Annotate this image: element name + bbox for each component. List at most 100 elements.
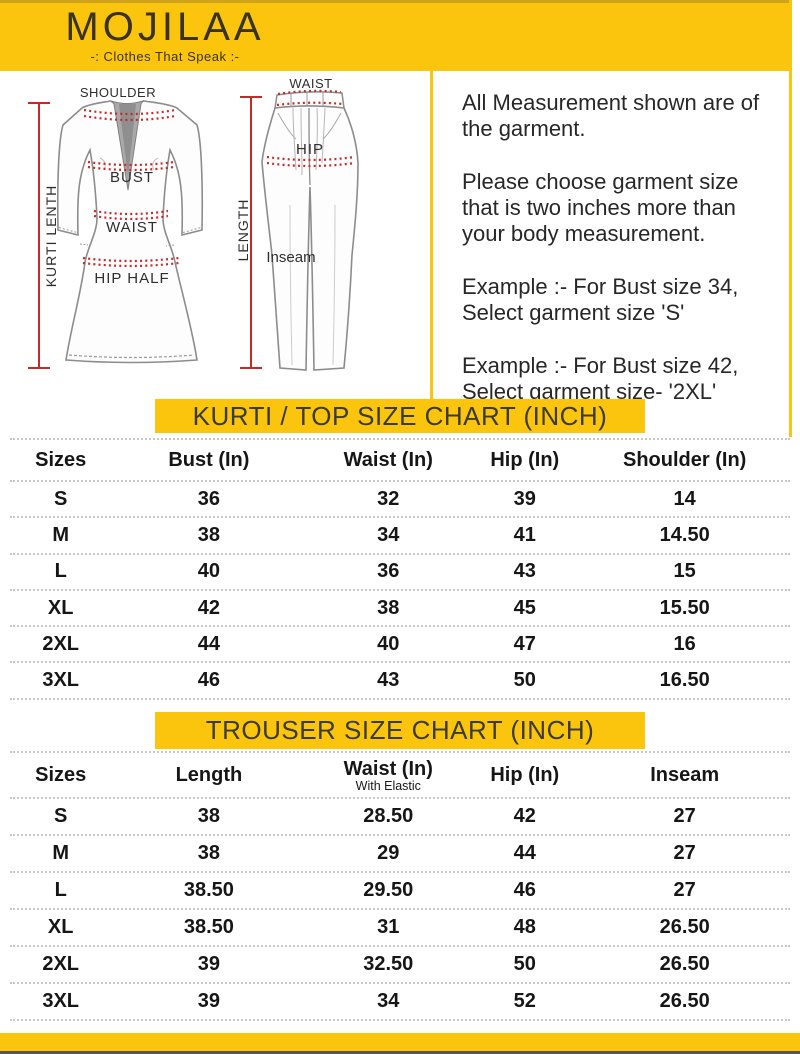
table-cell: 15.50: [659, 596, 710, 619]
table-cell: 48: [513, 916, 536, 938]
table-cell: 27: [673, 879, 696, 901]
footer-gray-bar: [0, 1051, 800, 1054]
table-cell: 34: [377, 990, 400, 1012]
table-cell: 39: [197, 990, 221, 1012]
trouser-size-table: Sizes Length Waist (In) With Elastic Hip…: [10, 751, 790, 1021]
kurti-diagram: [28, 100, 204, 369]
column-header-length: Length: [175, 763, 243, 786]
table-cell: 38.50: [183, 916, 234, 938]
table-cell: 50: [513, 953, 536, 975]
table-cell: 50: [513, 669, 536, 692]
right-margin: [791, 0, 800, 1033]
table-cell: 36: [377, 560, 400, 583]
column-header-bust: Bust (In): [168, 448, 250, 471]
table-cell: 46: [197, 669, 221, 692]
column-header-sizes: Sizes: [35, 763, 87, 786]
table-cell: 14.50: [659, 523, 710, 546]
note-paragraph: All Measurement shown are of the garment…: [462, 90, 760, 141]
table-cell: 28.50: [363, 805, 414, 827]
trouser-table-body: S 38 28.50 42 27 M 38 29 44 27 L 38.50 29.50 46 27 XL 38…: [10, 799, 790, 1021]
trouser-measure-lines: [266, 89, 356, 168]
trouser-length-line: [240, 96, 262, 369]
table-cell: 16.50: [659, 669, 710, 692]
footer-yellow-bar: [0, 1033, 800, 1051]
table-cell: 3XL: [42, 669, 80, 692]
brand-header-band: [0, 0, 791, 71]
table-cell: M: [52, 842, 70, 864]
cuff-stitch-left: [58, 227, 78, 233]
table-cell: 44: [513, 842, 536, 864]
table-cell: 29: [377, 842, 400, 864]
kurti-length-label: KURTI LENTH: [43, 184, 59, 288]
table-cell: 43: [513, 560, 536, 583]
table-cell: 43: [377, 669, 400, 692]
column-header-waist: Waist (In) With Elastic: [306, 758, 470, 793]
column-header-hip: Hip (In): [490, 448, 560, 471]
table-row: XL 38.50 31 48 26.50: [10, 910, 790, 947]
table-cell: L: [54, 560, 67, 583]
trouser-inseam-label: Inseam: [266, 249, 316, 266]
kurti-table-body: S 36 32 39 14 M 38 34 41 14.50 L 40 36 43 15 XL 42 38 45 15…: [10, 482, 790, 700]
table-cell: 38: [197, 805, 221, 827]
table-cell: 40: [197, 560, 221, 583]
table-row: 2XL 44 40 47 16: [10, 627, 790, 664]
table-row: S 38 28.50 42 27: [10, 799, 790, 836]
trouser-length-label: LENGTH: [235, 198, 251, 262]
hem-stitch: [68, 354, 195, 359]
column-header-sizes: Sizes: [35, 448, 87, 471]
table-cell: 42: [513, 805, 536, 827]
table-cell: 27: [673, 805, 696, 827]
table-row: L 38.50 29.50 46 27: [10, 873, 790, 910]
table-cell: L: [54, 879, 67, 901]
table-row: 3XL 46 43 50 16.50: [10, 663, 790, 700]
cuff-stitch-right: [182, 227, 202, 233]
measurement-notes: All Measurement shown are of the garment…: [462, 90, 777, 432]
table-cell: 26.50: [659, 953, 710, 975]
table-cell: 39: [513, 487, 536, 510]
table-cell: 2XL: [42, 632, 80, 655]
table-cell: 36: [197, 487, 221, 510]
right-border-line: [789, 0, 792, 437]
table-row: M 38 34 41 14.50: [10, 518, 790, 555]
table-cell: 26.50: [659, 990, 710, 1012]
column-header-waist: Waist (In): [343, 448, 433, 471]
table-cell: M: [52, 523, 70, 546]
trouser-diagram: [240, 89, 359, 371]
kurti-shoulder-label: SHOULDER: [79, 85, 157, 100]
note-paragraph: Example :- For Bust size 42, Select garm…: [462, 353, 739, 404]
kurti-hip-half-label: HIP HALF: [94, 270, 170, 287]
table-cell: 44: [197, 632, 221, 655]
kurti-measure-lines: [82, 108, 180, 268]
table-row: 2XL 39 32.50 50 26.50: [10, 947, 790, 984]
table-cell: 39: [197, 953, 221, 975]
table-cell: 42: [197, 596, 221, 619]
table-row: XL 42 38 45 15.50: [10, 591, 790, 628]
table-row: 3XL 39 34 52 26.50: [10, 984, 790, 1021]
kurti-table-header: Sizes Bust (In) Waist (In) Hip (In) Shou…: [10, 440, 790, 482]
table-cell: 45: [513, 596, 536, 619]
kurti-waist-label: WAIST: [106, 219, 158, 236]
kurti-size-table: Sizes Bust (In) Waist (In) Hip (In) Shou…: [10, 438, 790, 700]
note-paragraph: Example :- For Bust size 34, Select garm…: [462, 274, 739, 325]
table-cell: 47: [513, 632, 536, 655]
table-cell: XL: [47, 916, 74, 938]
kurti-bust-label: BUST: [109, 169, 154, 186]
table-cell: 38: [377, 596, 400, 619]
brand-logo: MOJILAA -: Clothes That Speak :-: [58, 6, 272, 64]
table-cell: 14: [673, 487, 696, 510]
note-paragraph: Please choose garment size that is two i…: [462, 169, 739, 246]
side-seam-marks: [79, 243, 175, 247]
diagram-divider-line: [430, 71, 433, 401]
table-cell: 29.50: [363, 879, 414, 901]
table-cell: 16: [673, 632, 696, 655]
trouser-waist-label: WAIST: [289, 76, 333, 91]
table-cell: 38.50: [183, 879, 234, 901]
trouser-chart-title: TROUSER SIZE CHART (INCH): [155, 712, 645, 749]
waistband-ticks: [290, 92, 324, 107]
table-cell: 40: [377, 632, 400, 655]
trouser-table-header: Sizes Length Waist (In) With Elastic Hip…: [10, 753, 790, 799]
brand-name: MOJILAA: [65, 5, 265, 49]
kurti-length-line: [28, 102, 50, 369]
kurti-chart-title: KURTI / TOP SIZE CHART (INCH): [155, 399, 645, 433]
